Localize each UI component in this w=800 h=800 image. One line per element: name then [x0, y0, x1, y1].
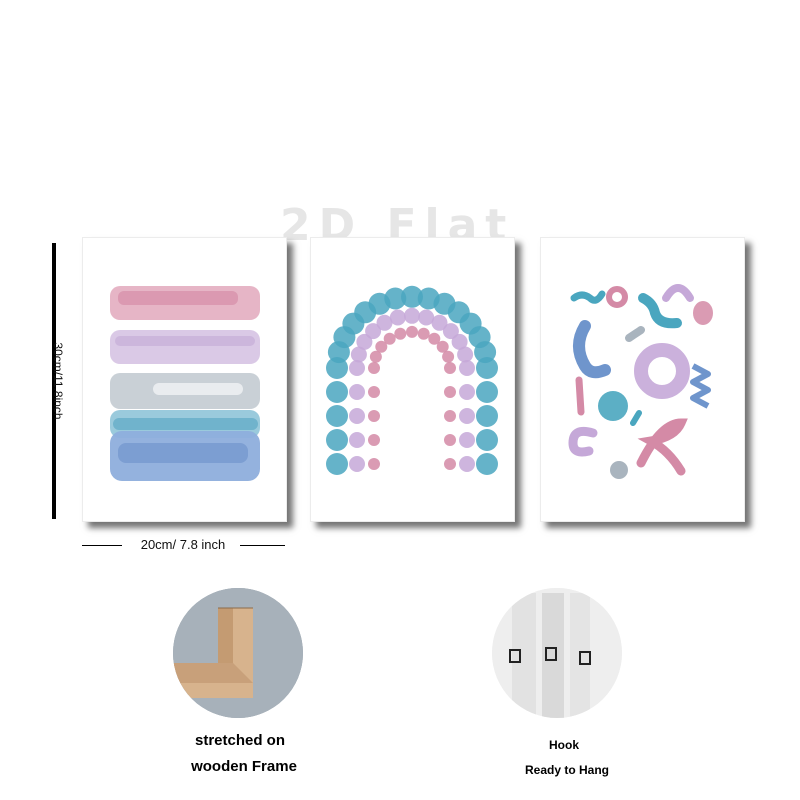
rainbow-dot	[459, 432, 475, 448]
rainbow-dot	[368, 458, 380, 470]
rainbow-dot	[476, 429, 498, 451]
rainbow-dot	[365, 323, 382, 340]
rainbow-dot	[418, 309, 435, 326]
height-dimension-line	[52, 243, 56, 519]
rainbow-dot	[326, 357, 348, 379]
rainbow-dot	[444, 386, 456, 398]
rainbow-dot	[459, 408, 475, 424]
arch-shape	[662, 284, 694, 302]
rainbow-dot	[349, 384, 365, 400]
rainbow-dot	[326, 405, 348, 427]
zigzag-blue	[690, 363, 711, 409]
ring-small	[606, 286, 628, 308]
rainbow-dot	[394, 327, 407, 340]
rainbow-dot	[368, 434, 380, 446]
c-curve-blue	[573, 320, 611, 379]
width-label: 20cm/ 7.8 inch	[134, 537, 232, 552]
rainbow-dot	[444, 458, 456, 470]
rainbow-dot	[326, 381, 348, 403]
rainbow-dot	[369, 350, 382, 363]
rainbow-dot	[368, 362, 380, 374]
ring-lavender	[634, 343, 690, 399]
swirl-shape	[570, 290, 606, 304]
rainbow-dot	[459, 456, 475, 472]
wooden-frame-illustration	[173, 588, 303, 718]
rainbow-dot	[375, 340, 388, 353]
rainbow-dot	[349, 432, 365, 448]
rainbow-dot	[349, 456, 365, 472]
rainbow-dot	[476, 357, 498, 379]
rainbow-dot	[431, 314, 448, 331]
rainbow-dot	[326, 453, 348, 475]
hook-caption-line2: Ready to Hang	[524, 763, 610, 777]
oval-pink	[693, 301, 713, 325]
rainbow-dot	[476, 381, 498, 403]
art-panel-rainbow[interactable]	[310, 237, 515, 522]
rainbow-dot	[417, 327, 430, 340]
rainbow-dot	[476, 453, 498, 475]
hook-illustration	[492, 588, 622, 718]
rainbow-dot	[442, 350, 455, 363]
frame-caption-line2: wooden Frame	[191, 758, 297, 775]
rainbow-dot	[474, 341, 497, 364]
hook-photo	[492, 588, 622, 718]
height-label: 30cm/11.8inch	[51, 342, 65, 420]
rainbow-dot	[457, 346, 474, 363]
tube-shape	[638, 293, 682, 329]
shapes-artwork	[568, 284, 713, 479]
rainbow-dot	[384, 287, 407, 310]
rainbow-dot	[428, 332, 441, 345]
bow-pink	[636, 418, 688, 476]
hook-caption-line1: Hook	[549, 738, 579, 752]
art-panel-shapes[interactable]	[540, 237, 745, 522]
rainbow-dot	[376, 314, 393, 331]
rainbow-dot	[451, 333, 468, 350]
rainbow-dot	[406, 325, 418, 338]
rainbow-dot	[444, 434, 456, 446]
rainbow-dot	[442, 323, 459, 340]
width-dimension-line	[82, 545, 285, 546]
rainbow-dot	[368, 410, 380, 422]
rainbow-dot	[459, 384, 475, 400]
stripe-grey	[110, 373, 260, 409]
rainbow-dot	[349, 408, 365, 424]
rainbow-dot	[401, 285, 423, 308]
rainbow-dot	[444, 362, 456, 374]
rainbow-dot	[459, 360, 475, 376]
rainbow-dot	[368, 386, 380, 398]
frame-caption-line1: stretched on	[194, 732, 286, 749]
stick-pink	[575, 376, 585, 416]
rainbow-dot	[350, 346, 367, 363]
stripe-blue	[110, 431, 260, 481]
rainbow-dot	[476, 405, 498, 427]
c-curve-lavender	[568, 426, 598, 457]
rainbow-dot	[389, 309, 406, 326]
rainbow-dot	[436, 340, 449, 353]
rainbow-artwork	[326, 285, 498, 475]
dash-teal	[630, 410, 642, 426]
dot-grey	[610, 461, 628, 479]
stripe-lavender	[110, 330, 260, 364]
rainbow-dot	[383, 332, 396, 345]
rainbow-dot	[444, 410, 456, 422]
stripe-pink	[110, 286, 260, 320]
art-panel-stripes[interactable]	[82, 237, 287, 522]
rainbow-dot	[404, 307, 420, 324]
dot-teal	[598, 391, 628, 421]
stripes-artwork	[110, 286, 260, 481]
rainbow-dot	[356, 333, 373, 350]
dash-grey	[625, 326, 645, 342]
rainbow-dot	[349, 360, 365, 376]
wooden-frame-photo	[173, 588, 303, 718]
rainbow-dot	[326, 429, 348, 451]
